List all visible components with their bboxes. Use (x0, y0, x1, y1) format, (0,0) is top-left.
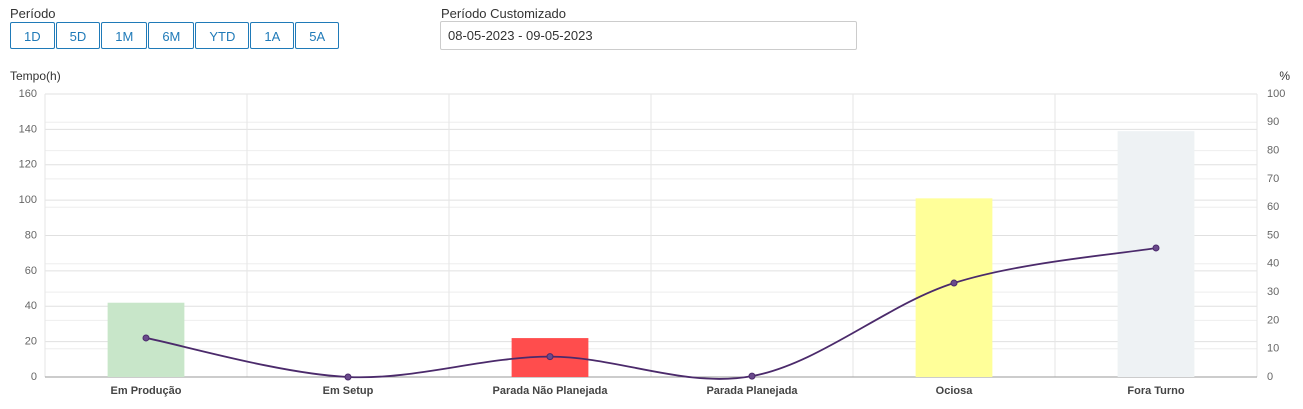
period-button[interactable]: 1M (101, 22, 148, 49)
x-tick-label: Ociosa (936, 385, 974, 397)
x-tick-label: Fora Turno (1127, 385, 1185, 397)
period-button[interactable]: 1D (10, 22, 55, 49)
x-tick-label: Em Setup (323, 385, 374, 397)
period-label: Período (10, 6, 56, 21)
line (145, 247, 1157, 380)
y2-tick-label: 10 (1267, 343, 1279, 355)
y2-tick-label: 20 (1267, 314, 1279, 326)
y-tick-label: 160 (19, 88, 37, 100)
line-point (546, 353, 554, 361)
y-tick-label: 40 (25, 300, 37, 312)
y2-axis-label: % (1279, 69, 1290, 83)
line-point (344, 373, 352, 381)
line-point (142, 334, 150, 342)
y-axis-label: Tempo(h) (10, 69, 61, 83)
line-point (1152, 244, 1160, 252)
y2-tick-label: 60 (1267, 201, 1279, 213)
custom-period-label: Período Customizado (441, 6, 567, 21)
y-tick-label: 140 (19, 123, 37, 135)
custom-period-input[interactable]: 08-05-2023 - 09-05-2023 (440, 21, 857, 50)
y2-tick-label: 40 (1267, 258, 1279, 270)
period-button[interactable]: YTD (195, 22, 250, 49)
y-tick-label: 20 (25, 336, 37, 348)
y2-tick-label: 30 (1267, 286, 1279, 298)
x-tick-label: Em Produção (111, 385, 182, 397)
y-tick-label: 60 (25, 265, 37, 277)
y2-tick-label: 90 (1267, 116, 1279, 128)
period-button[interactable]: 5D (55, 22, 101, 49)
y-tick-label: 100 (19, 194, 37, 206)
y2-tick-label: 50 (1267, 229, 1279, 241)
line-point (950, 279, 958, 287)
period-button[interactable]: 6M (148, 22, 195, 49)
period-button[interactable]: 1A (250, 22, 295, 49)
bar (1117, 131, 1195, 377)
x-tick-label: Parada Planejada (706, 385, 798, 397)
line-point (748, 372, 756, 380)
y-tick-label: 120 (19, 159, 37, 171)
y-tick-label: 80 (25, 229, 37, 241)
period-button[interactable]: 5A (295, 22, 340, 49)
period-buttons: 1D 5D 1M 6M YTD 1A 5A (10, 22, 340, 49)
y2-tick-label: 100 (1267, 88, 1285, 100)
y2-tick-label: 0 (1267, 371, 1273, 383)
y-tick-label: 0 (31, 371, 37, 383)
bar (915, 198, 993, 377)
y2-tick-label: 80 (1267, 145, 1279, 157)
y2-tick-label: 70 (1267, 173, 1279, 185)
x-tick-label: Parada Não Planejada (493, 385, 609, 397)
